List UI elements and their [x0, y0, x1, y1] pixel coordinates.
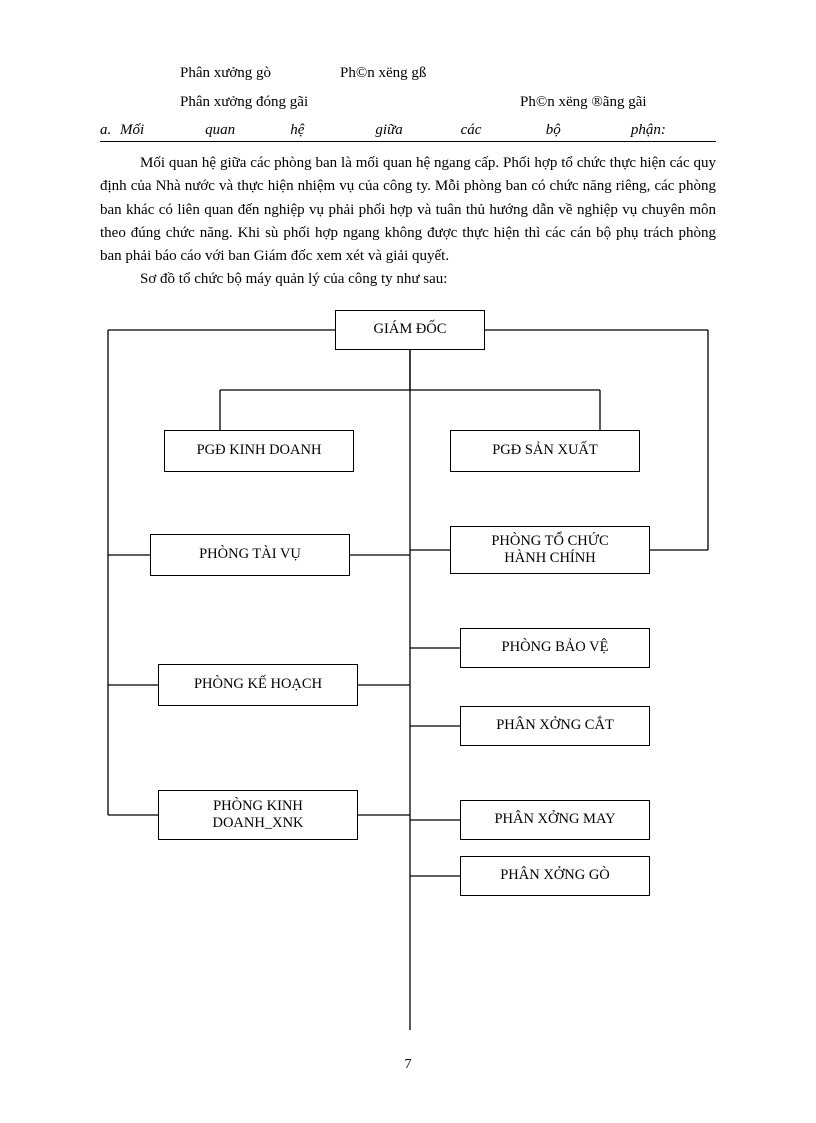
- node-tochuc: PHÒNG TỔ CHỨCHÀNH CHÍNH: [450, 526, 650, 574]
- line2-left: Phân xưởng đóng gãi: [180, 89, 520, 116]
- node-go: PHÂN XỞNG GÒ: [460, 856, 650, 896]
- section-word-6: bộ: [546, 122, 631, 139]
- node-cat: PHÂN XỞNG CẮT: [460, 706, 650, 746]
- section-word-1: Mối: [120, 122, 205, 139]
- section-word-4: giữa: [375, 122, 460, 139]
- node-kehoach: PHÒNG KẾ HOẠCH: [158, 664, 358, 706]
- node-taivu: PHÒNG TÀI VỤ: [150, 534, 350, 576]
- section-word-3: hệ: [290, 122, 375, 139]
- paragraph-body: Mối quan hệ giữa các phòng ban là mối qu…: [100, 152, 716, 268]
- paragraph-caption: Sơ đồ tổ chức bộ máy quản lý của công ty…: [100, 268, 716, 291]
- node-pgd_kd: PGĐ KINH DOANH: [164, 430, 354, 472]
- section-letter: a.: [100, 122, 120, 139]
- line1-left: Phân xưởng gò: [180, 60, 340, 87]
- line2-right: Ph©n xëng ®ãng gãi: [520, 89, 647, 116]
- section-word-2: quan: [205, 122, 290, 139]
- section-word-5: các: [461, 122, 546, 139]
- section-a-heading: a. Mối quan hệ giữa các bộ phận:: [100, 122, 716, 142]
- line1-right: Ph©n xëng gß: [340, 60, 426, 87]
- node-may: PHÂN XỞNG MAY: [460, 800, 650, 840]
- section-word-7: phận:: [631, 122, 716, 139]
- node-baove: PHÒNG BẢO VỆ: [460, 628, 650, 668]
- page-number: 7: [0, 1057, 816, 1073]
- node-pgd_sx: PGĐ SẢN XUẤT: [450, 430, 640, 472]
- top-text-block: Phân xưởng gò Ph©n xëng gß Phân xưởng đó…: [180, 60, 716, 116]
- node-giamdoc: GIÁM ĐỐC: [335, 310, 485, 350]
- node-kd_xnk: PHÒNG KINHDOANH_XNK: [158, 790, 358, 840]
- org-chart: GIÁM ĐỐC PGĐ KINH DOANH PGĐ SẢN XUẤT PHÒNG …: [100, 310, 716, 1030]
